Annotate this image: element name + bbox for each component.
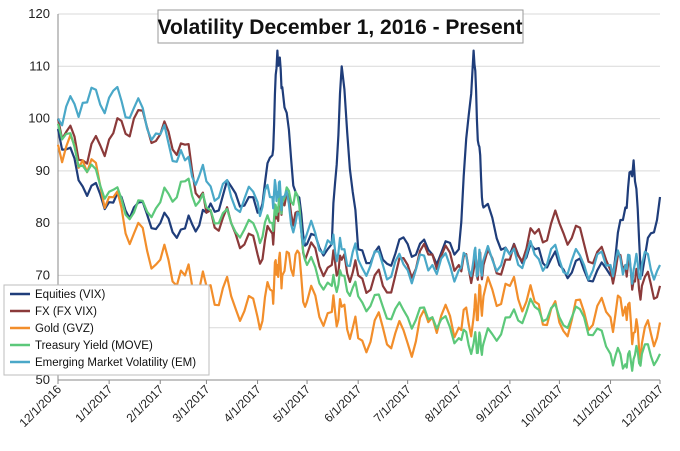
chart-title: Volatility December 1, 2016 - Present [158, 16, 523, 39]
x-tick-label: 8/1/2017 [422, 382, 465, 425]
x-tick-label: 11/1/2017 [570, 382, 617, 429]
y-tick-label: 90 [36, 163, 50, 178]
x-tick-label: 3/1/2017 [170, 382, 213, 425]
series-line-3 [56, 123, 661, 372]
x-tick-label: 9/1/2017 [473, 382, 516, 425]
legend: Equities (VIX) FX (FX VIX) Gold (GVZ) Treas… [3, 284, 210, 376]
y-tick-label: 50 [36, 372, 50, 387]
x-tick-labels: 12/1/2016 1/1/2017 2/1/2017 3/1/2017 4/1/201… [16, 380, 666, 430]
legend-label: Gold (GVZ) [35, 323, 94, 335]
legend-label: Treasury Yield (MOVE) [35, 340, 153, 352]
series-lines [56, 49, 662, 372]
legend-label: Emerging Market Volatility (EM) [35, 357, 196, 369]
y-tick-label: 100 [28, 111, 50, 126]
y-tick-label: 70 [36, 267, 50, 282]
series-line-4 [57, 85, 661, 285]
y-tick-label: 80 [36, 215, 50, 230]
chart-title-box: Volatility December 1, 2016 - Present [157, 9, 524, 44]
x-tick-label: 7/1/2017 [371, 382, 414, 425]
series-line-1 [56, 109, 662, 301]
x-tick-label: 1/1/2017 [72, 382, 115, 425]
legend-label: Equities (VIX) [35, 289, 105, 301]
x-tick-label: 12/1/2016 [16, 382, 64, 430]
x-tick-label: 12/1/2017 [618, 382, 666, 430]
x-tick-label: 10/1/2017 [518, 382, 566, 430]
y-tick-label: 110 [29, 58, 50, 73]
series-line-0 [56, 49, 662, 283]
x-tick-label: 6/1/2017 [321, 382, 364, 425]
x-tick-label: 2/1/2017 [123, 382, 166, 425]
x-tick-label: 4/1/2017 [221, 382, 264, 425]
x-tick-label: 5/1/2017 [270, 382, 313, 425]
legend-label: FX (FX VIX) [35, 306, 97, 318]
y-tick-label: 120 [28, 6, 50, 21]
